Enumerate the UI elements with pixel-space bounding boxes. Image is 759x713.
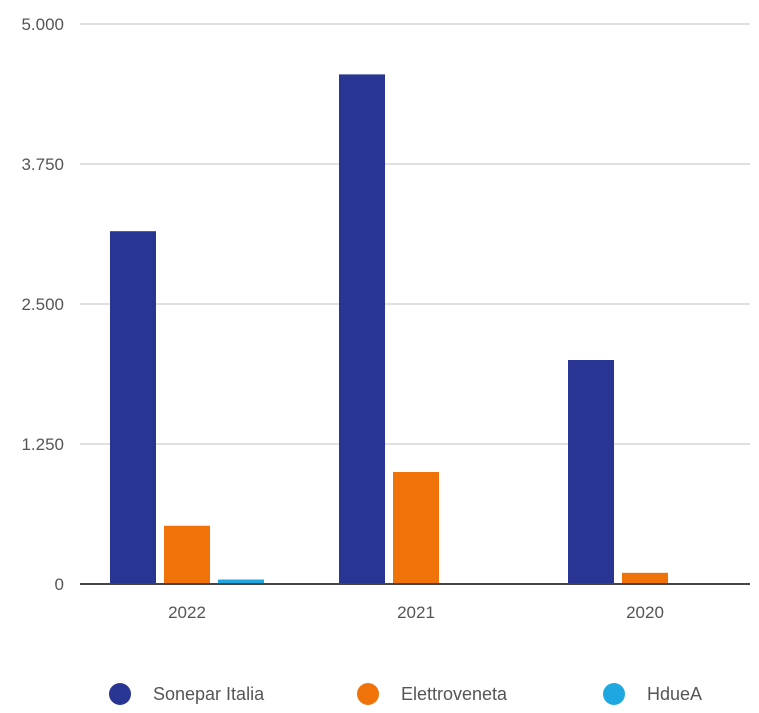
bar-2022-elettroveneta[interactable]: [164, 525, 210, 584]
x-tick-label: 2022: [168, 603, 206, 622]
bars: [110, 74, 668, 585]
legend-swatch-elettroveneta: [357, 683, 379, 705]
legend-item-huea[interactable]: HdueA: [603, 683, 702, 705]
legend-item-elettroveneta[interactable]: Elettroveneta: [357, 683, 507, 705]
y-tick-label: 1.250: [21, 435, 64, 454]
bar-2021-sonepar-italia[interactable]: [339, 74, 385, 585]
bar-2020-sonepar-italia[interactable]: [568, 360, 614, 584]
gridlines: [80, 23, 750, 445]
x-axis-tick-labels: 2022 2021 2020: [168, 603, 664, 622]
bar-2022-sonepar-italia[interactable]: [110, 231, 156, 584]
legend-swatch-huea: [603, 683, 625, 705]
legend-label: Elettroveneta: [401, 683, 508, 704]
bar-chart: 0 1.250 2.500 3.750 5.000 2022 2021 2020: [21, 15, 750, 622]
y-tick-label: 0: [55, 575, 64, 594]
y-axis-tick-labels: 0 1.250 2.500 3.750 5.000: [21, 15, 64, 594]
legend-item-sonepar-italia[interactable]: Sonepar Italia: [109, 683, 264, 705]
bar-2020-elettroveneta[interactable]: [622, 572, 668, 584]
legend: Sonepar Italia Elettroveneta HdueA: [0, 683, 759, 711]
legend-swatch-sonepar-italia: [109, 683, 131, 705]
y-tick-label: 5.000: [21, 15, 64, 34]
y-tick-label: 2.500: [21, 295, 64, 314]
x-tick-label: 2021: [397, 603, 435, 622]
y-tick-label: 3.750: [21, 155, 64, 174]
legend-label: Sonepar Italia: [153, 683, 265, 704]
bar-2021-elettroveneta[interactable]: [393, 472, 439, 584]
legend-label: HdueA: [647, 683, 703, 704]
x-tick-label: 2020: [626, 603, 664, 622]
bar-2022-hduea[interactable]: [218, 579, 264, 584]
